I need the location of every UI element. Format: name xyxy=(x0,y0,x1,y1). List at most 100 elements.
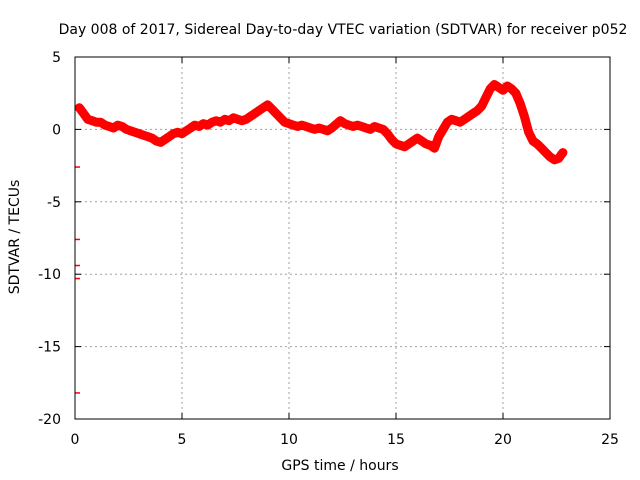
data-point xyxy=(255,106,264,115)
plot-border xyxy=(74,56,611,420)
grid xyxy=(75,57,610,419)
data-point xyxy=(178,129,186,138)
data-point xyxy=(340,119,349,128)
data-point xyxy=(387,135,396,144)
data-point xyxy=(464,112,473,121)
data-point xyxy=(409,136,418,145)
data-point xyxy=(173,128,182,137)
data-point xyxy=(366,125,375,134)
data-point xyxy=(379,125,388,134)
data-point xyxy=(293,122,302,131)
data-point xyxy=(426,141,435,150)
data-point xyxy=(246,112,255,121)
data-point xyxy=(207,118,216,127)
data-point xyxy=(199,119,208,128)
y-tick-label: 0 xyxy=(52,122,61,138)
data-point xyxy=(169,129,178,138)
data-point xyxy=(447,115,456,124)
data-point xyxy=(357,122,366,131)
data-point xyxy=(481,93,490,102)
data-point xyxy=(473,106,482,115)
y-tick-label: -20 xyxy=(38,412,61,428)
data-point xyxy=(520,112,529,121)
data-point xyxy=(550,155,559,164)
data-point xyxy=(182,126,191,135)
data-points xyxy=(74,80,568,394)
data-point xyxy=(216,118,225,127)
data-point xyxy=(122,125,131,134)
data-point xyxy=(272,109,281,118)
data-point xyxy=(443,118,452,127)
data-point xyxy=(507,84,516,93)
y-axis-label: SDTVAR / TECUs xyxy=(7,180,23,295)
data-point xyxy=(100,121,109,130)
data-point xyxy=(494,83,503,92)
data-point xyxy=(546,152,555,161)
data-point xyxy=(135,129,144,138)
data-point xyxy=(323,126,332,135)
x-tick-label: 10 xyxy=(280,432,298,448)
data-point xyxy=(220,115,229,124)
data-point xyxy=(267,105,276,114)
data-point xyxy=(276,113,285,122)
data-point xyxy=(460,115,469,124)
data-point xyxy=(533,139,542,148)
data-point xyxy=(413,134,422,143)
data-point xyxy=(434,132,443,141)
data-point xyxy=(152,136,161,145)
data-point xyxy=(225,116,234,125)
data-point xyxy=(439,125,448,134)
data-point xyxy=(374,123,383,132)
data-point xyxy=(327,123,336,132)
data-point xyxy=(139,131,148,140)
data-point xyxy=(190,121,199,130)
data-point xyxy=(421,139,430,148)
data-point xyxy=(456,118,465,127)
data-point xyxy=(229,113,238,122)
data-point xyxy=(404,139,413,148)
axis-ticks xyxy=(74,56,611,420)
data-point xyxy=(242,115,251,124)
data-point xyxy=(469,109,478,118)
x-tick-label: 20 xyxy=(494,432,512,448)
data-point xyxy=(451,116,460,125)
data-point xyxy=(503,81,512,90)
data-point xyxy=(486,84,495,93)
x-tick-label: 5 xyxy=(178,432,187,448)
data-point xyxy=(143,132,152,141)
data-point xyxy=(383,129,392,138)
data-point xyxy=(400,142,409,151)
data-point xyxy=(88,116,97,125)
data-point xyxy=(528,136,537,145)
data-point xyxy=(537,144,546,153)
data-point xyxy=(130,128,139,137)
x-tick-label: 0 xyxy=(71,432,80,448)
data-point xyxy=(319,125,328,134)
data-point xyxy=(237,116,246,125)
data-point xyxy=(396,141,405,150)
data-point xyxy=(75,103,84,112)
data-point xyxy=(212,116,221,125)
data-point xyxy=(344,121,353,130)
chart-title: Day 008 of 2017, Sidereal Day-to-day VTE… xyxy=(59,22,628,38)
data-point xyxy=(113,121,122,130)
data-point xyxy=(250,109,259,118)
data-point xyxy=(259,103,268,112)
data-point xyxy=(289,121,298,130)
data-point xyxy=(353,121,362,130)
data-point xyxy=(96,118,105,127)
data-point xyxy=(477,102,486,111)
data-point xyxy=(302,122,311,131)
data-point xyxy=(195,122,204,131)
plot-frame xyxy=(74,56,611,420)
y-tick-label: -15 xyxy=(38,340,61,356)
data-point xyxy=(541,148,550,157)
x-axis-label: GPS time / hours xyxy=(281,458,398,474)
x-tick-labels: 0 5 10 15 20 25 xyxy=(71,432,619,448)
data-point xyxy=(392,139,400,148)
data-point xyxy=(306,123,315,132)
data-point xyxy=(203,121,212,130)
y-tick-labels: -20 -15 -10 -5 0 5 xyxy=(38,50,61,428)
